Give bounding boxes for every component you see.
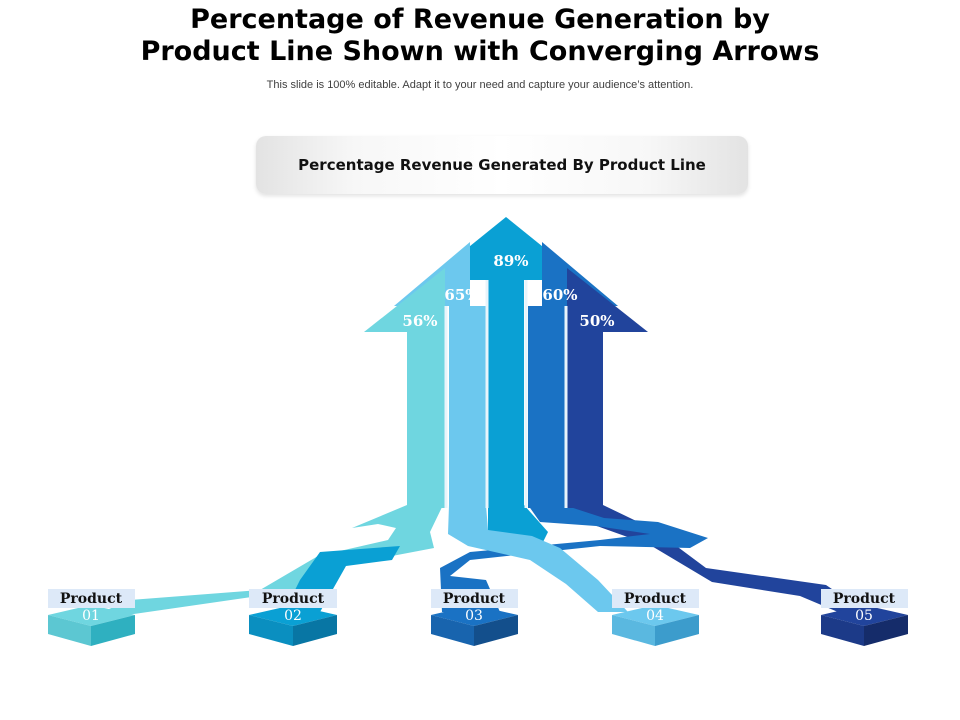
base-right-side (91, 615, 135, 646)
ribbon-product-02 (448, 505, 628, 612)
base-right-side (655, 615, 699, 646)
product-number-05: 05 (855, 608, 873, 624)
arrow-head-layer-1 (364, 268, 445, 332)
shaft-product-02 (449, 306, 486, 508)
header-label: Percentage Revenue Generated By Product … (298, 156, 706, 174)
percent-label-product-05: 50% (579, 312, 614, 330)
shaft-product-01 (407, 332, 445, 508)
percent-label-product-03: 89% (493, 252, 528, 270)
product-name-04: Product (624, 591, 687, 607)
base-right-side (474, 615, 518, 646)
base-left-side (612, 615, 655, 646)
arrow-head-layer-2 (394, 242, 470, 306)
percent-label-product-02: 65% (444, 286, 479, 304)
slide-subtitle: This slide is 100% editable. Adapt it to… (266, 79, 694, 91)
arrow-shafts (407, 280, 603, 508)
label-band (612, 589, 699, 608)
arrow-head-layer-4 (542, 242, 618, 306)
shaft-product-05 (567, 332, 603, 508)
label-band (821, 589, 908, 608)
product-name-01: Product (60, 591, 123, 607)
base-left-side (48, 615, 91, 646)
base-right-side (293, 615, 337, 646)
percent-label-product-04: 60% (542, 286, 577, 304)
shaft-product-04 (528, 306, 565, 508)
product-number-04: 04 (646, 608, 664, 624)
base-top (431, 605, 518, 626)
ribbon-product-04 (440, 505, 708, 612)
base-top (612, 605, 699, 626)
arrow-head (364, 217, 648, 332)
product-base-01: Product 01 (48, 589, 135, 646)
product-base-05: Product 05 (821, 589, 908, 646)
base-top (249, 605, 337, 626)
label-band (249, 589, 337, 608)
product-base-02: Product 02 (249, 589, 337, 646)
product-name-03: Product (443, 591, 506, 607)
base-top (48, 605, 135, 626)
percent-label-product-01: 56% (402, 312, 437, 330)
product-base-03: Product 03 (431, 589, 518, 646)
base-top (821, 605, 908, 626)
base-left-side (249, 615, 293, 646)
slide-title-line-2: Product Line Shown with Converging Arrow… (140, 36, 820, 67)
header-box: Percentage Revenue Generated By Product … (256, 136, 748, 194)
product-name-02: Product (262, 591, 325, 607)
product-name-05: Product (833, 591, 896, 607)
base-left-side (431, 615, 474, 646)
base-right-side (864, 615, 908, 646)
product-number-01: 01 (82, 608, 100, 624)
slide-title: Percentage of Revenue Generation by Prod… (0, 4, 960, 68)
base-left-side (821, 615, 864, 646)
product-base-04: Product 04 (612, 589, 699, 646)
label-band (48, 589, 135, 608)
label-band (431, 589, 518, 608)
shaft-product-03 (488, 280, 524, 508)
product-number-03: 03 (465, 608, 483, 624)
arrow-head-layer-5 (567, 268, 648, 332)
product-number-02: 02 (284, 608, 302, 624)
slide-title-line-1: Percentage of Revenue Generation by (190, 4, 770, 35)
